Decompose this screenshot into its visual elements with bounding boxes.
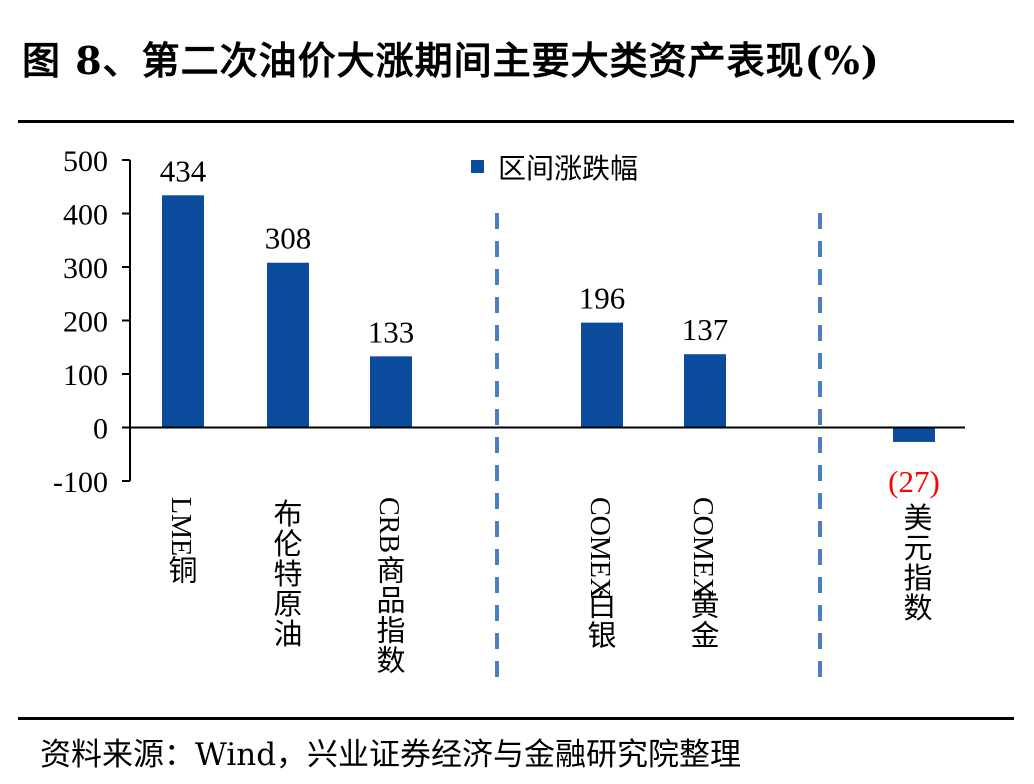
category-label-char: 特 [273, 557, 302, 591]
bar [893, 427, 935, 442]
bar [581, 322, 623, 428]
category-label-char: 品 [376, 584, 405, 618]
category-label-char: 黄 [690, 589, 719, 623]
bar [267, 262, 309, 428]
bar-chart: 500 400 300 200 100 0 -100 434 308 133 196 137 (27)… [53, 145, 965, 688]
y-tick-label: -100 [53, 466, 108, 499]
category-label-char: 伦 [273, 527, 302, 561]
category-label-char: 金 [690, 619, 719, 653]
bar [684, 354, 726, 428]
category-label-char: 商 [376, 554, 405, 588]
y-tick-label: 100 [63, 359, 108, 392]
legend-label: 区间涨跌幅 [498, 152, 638, 185]
group-separators [495, 213, 822, 688]
chart-title: 图 8、第二次油价大涨期间主要大类资产表现(%) [22, 38, 880, 83]
category-label-char: 元 [903, 531, 932, 565]
y-tick-label: 0 [93, 413, 108, 446]
axes [129, 160, 965, 481]
category-label-char: 铜 [168, 554, 197, 588]
category-label-run: CRB [373, 497, 404, 553]
legend: 区间涨跌幅 [471, 152, 638, 185]
category-label-run: COMEX [584, 497, 615, 598]
bars [162, 195, 935, 442]
category-label-char: 原 [273, 587, 302, 621]
y-tick-label: 200 [63, 306, 108, 339]
category-label-char: 美 [903, 501, 932, 535]
value-label: (27) [888, 464, 940, 499]
value-label: 137 [682, 312, 729, 347]
bottom-rule [18, 717, 1014, 720]
category-label-char: 白 [587, 589, 616, 623]
source-note: 资料来源：Wind，兴业证券经济与金融研究院整理 [40, 737, 742, 773]
category-label-char: 指 [376, 614, 405, 648]
value-labels: 434 308 133 196 137 (27) [160, 153, 940, 499]
y-tick-label: 400 [63, 199, 108, 232]
value-label: 308 [265, 221, 312, 256]
y-axis-ticks: 500 400 300 200 100 0 -100 [53, 145, 130, 499]
category-label-run: LME [165, 497, 196, 556]
bar [370, 356, 412, 428]
y-tick-label: 300 [63, 252, 108, 285]
category-label-char: 银 [587, 619, 616, 653]
legend-swatch [471, 160, 484, 173]
category-label-char: 油 [273, 617, 302, 651]
category-label-run: COMEX [687, 497, 718, 598]
category-label-char: 数 [376, 644, 405, 678]
category-label-char: 数 [903, 591, 932, 625]
category-label-char: 指 [903, 561, 932, 595]
category-label-char: 布 [273, 497, 302, 531]
bar [162, 195, 204, 428]
value-label: 434 [160, 153, 207, 188]
top-rule [18, 120, 1014, 123]
value-label: 133 [368, 314, 415, 349]
y-tick-label: 500 [63, 145, 108, 178]
value-label: 196 [579, 281, 626, 316]
